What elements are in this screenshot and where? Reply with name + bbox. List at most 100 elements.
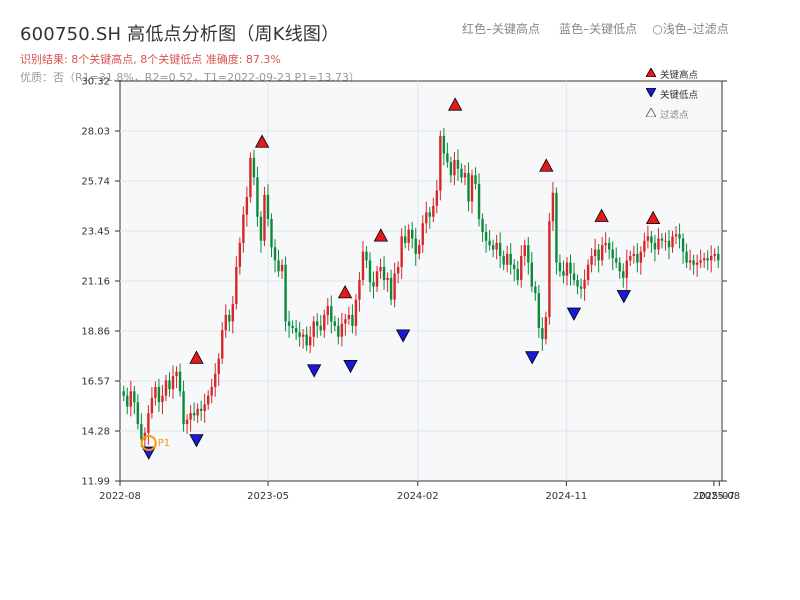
candle-body	[646, 236, 650, 241]
candle	[615, 247, 618, 269]
candle	[235, 256, 238, 310]
candle-body	[252, 157, 256, 178]
candle-body	[126, 395, 129, 407]
candle-body	[625, 260, 628, 278]
y-tick-label: 28.03	[81, 127, 110, 138]
candle-body	[389, 277, 393, 300]
x-tick-label: 2024-02	[397, 491, 439, 502]
candle-body	[710, 256, 713, 261]
candle	[435, 179, 439, 214]
candle-body	[636, 253, 639, 263]
candle	[231, 295, 235, 334]
candle	[238, 237, 242, 275]
candle	[667, 230, 671, 260]
candle	[516, 261, 519, 286]
candle-body	[154, 386, 157, 398]
candle	[530, 251, 534, 293]
candle-body	[548, 221, 551, 318]
key-low-marker	[343, 359, 358, 374]
candle	[407, 224, 410, 251]
y-tick-label: 25.74	[81, 177, 110, 188]
candle	[256, 166, 259, 227]
candle-body	[657, 238, 660, 250]
candle-body	[470, 175, 474, 202]
candle-body	[699, 260, 702, 263]
candle-body	[667, 240, 671, 248]
candle-body	[298, 332, 301, 337]
candle	[263, 186, 266, 247]
candle-body	[611, 249, 614, 259]
candle	[513, 259, 516, 282]
candle-body	[245, 197, 249, 215]
candle	[481, 213, 484, 242]
candle	[157, 378, 161, 413]
y-tick-label: 23.45	[81, 227, 110, 238]
candle-body	[618, 262, 621, 272]
candle	[671, 230, 674, 253]
candle-body	[432, 205, 435, 217]
candle	[382, 256, 386, 290]
candle-body	[597, 249, 600, 261]
candle-body	[453, 159, 456, 176]
candle	[196, 403, 199, 423]
candle-body	[161, 395, 164, 403]
key-high-marker	[373, 228, 389, 242]
candle	[523, 239, 526, 266]
candle-body	[678, 234, 681, 239]
candle	[214, 363, 217, 397]
candle	[453, 151, 456, 186]
candle	[333, 316, 337, 332]
candle	[206, 390, 210, 410]
candle-body	[639, 251, 643, 263]
candle-body	[586, 264, 590, 281]
candle-body	[418, 245, 421, 254]
candle-body	[474, 175, 477, 185]
candle-body	[558, 262, 562, 272]
candle-body	[481, 218, 484, 233]
y-tick-label: 30.32	[81, 77, 110, 88]
candle-body	[305, 334, 308, 346]
candle-body	[133, 391, 136, 403]
candle-body	[460, 168, 463, 178]
candle-body	[386, 277, 389, 281]
candle-body	[537, 293, 541, 329]
candle-body	[393, 273, 396, 300]
x-tick-label: 2024-11	[545, 491, 587, 502]
candle	[520, 245, 523, 288]
candle-body	[653, 242, 657, 250]
candle	[400, 228, 403, 279]
candle	[600, 237, 604, 266]
legend-filtered: 过滤点	[645, 104, 698, 124]
candle	[657, 227, 660, 255]
candle	[403, 225, 407, 249]
candle	[544, 311, 548, 345]
candle	[685, 243, 688, 269]
key-high-marker	[645, 210, 661, 225]
candle	[622, 263, 625, 288]
candle-body	[206, 395, 210, 405]
candle-body	[576, 280, 579, 287]
candle-body	[358, 280, 361, 300]
x-tick-label: 2023-05	[247, 491, 289, 502]
candle-body	[632, 253, 636, 257]
candle-body	[351, 314, 354, 326]
candle-body	[428, 212, 431, 217]
candle-body	[231, 304, 235, 322]
candle	[122, 385, 125, 402]
candle	[425, 201, 428, 234]
p1-label: P1	[158, 438, 170, 449]
candle	[702, 252, 706, 269]
candle	[330, 295, 333, 334]
candle-body	[685, 251, 688, 263]
candle	[555, 187, 558, 275]
candle-body	[565, 262, 569, 276]
candle	[527, 237, 530, 275]
candle-body	[498, 242, 502, 257]
candle-body	[168, 380, 171, 390]
candle-body	[256, 177, 259, 217]
candle-body	[361, 251, 365, 281]
candle	[171, 365, 175, 399]
candle-body	[435, 190, 439, 206]
candle	[421, 215, 424, 253]
candle	[548, 213, 551, 325]
